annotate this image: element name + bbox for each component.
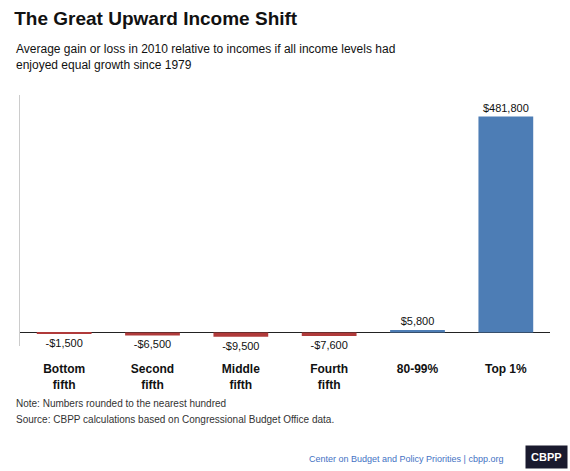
- svg-text:CBPP: CBPP: [531, 451, 562, 463]
- svg-text:-$9,500: -$9,500: [222, 340, 259, 352]
- svg-text:Average gain or loss in 2010 r: Average gain or loss in 2010 relative to…: [16, 42, 395, 72]
- svg-text:$481,800: $481,800: [483, 102, 529, 114]
- svg-text:-$6,500: -$6,500: [134, 338, 171, 350]
- svg-text:Source: CBPP calculations base: Source: CBPP calculations based on Congr…: [16, 414, 334, 425]
- svg-text:Secondfifth: Secondfifth: [131, 362, 174, 392]
- svg-text:Bottomfifth: Bottomfifth: [43, 362, 85, 392]
- svg-text:Top 1%: Top 1%: [485, 362, 527, 376]
- svg-text:Center on Budget and Policy Pr: Center on Budget and Policy Priorities |…: [309, 454, 503, 464]
- svg-text:$5,800: $5,800: [401, 315, 435, 327]
- svg-text:Fourthfifth: Fourthfifth: [310, 362, 348, 392]
- svg-text:-$1,500: -$1,500: [46, 337, 83, 349]
- svg-text:The Great Upward Income Shift: The Great Upward Income Shift: [14, 8, 298, 29]
- svg-text:Note: Numbers rounded to the n: Note: Numbers rounded to the nearest hun…: [16, 398, 226, 409]
- svg-text:80-99%: 80-99%: [397, 362, 439, 376]
- svg-text:-$7,600: -$7,600: [311, 339, 348, 351]
- svg-text:Middlefifth: Middlefifth: [222, 362, 260, 392]
